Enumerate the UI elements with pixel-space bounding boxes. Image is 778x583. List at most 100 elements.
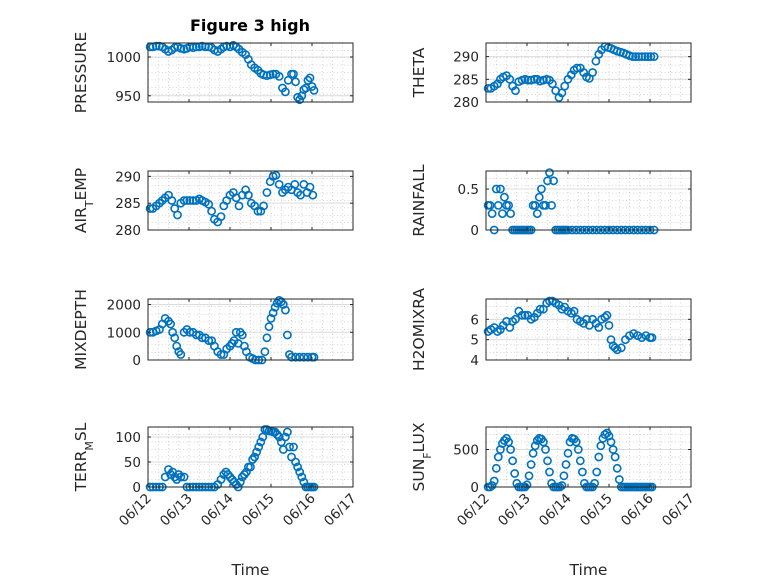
- axes-box: [147, 42, 354, 103]
- data-point: [491, 463, 501, 473]
- y-tick-label: 280: [115, 223, 141, 239]
- data-point: [545, 168, 554, 177]
- data-point: [299, 352, 309, 362]
- data-point: [285, 442, 294, 452]
- data-point: [293, 92, 302, 102]
- y-tick-label: 290: [453, 50, 479, 66]
- data-point: [250, 452, 259, 462]
- data-point: [646, 52, 656, 61]
- data-point: [560, 81, 570, 91]
- data-point: [216, 212, 226, 221]
- data-point: [543, 456, 552, 466]
- data-point: [274, 179, 284, 189]
- data-point: [260, 347, 270, 357]
- data-point: [640, 52, 650, 61]
- data-point: [495, 184, 505, 194]
- data-point: [563, 448, 573, 458]
- data-point: [612, 463, 622, 473]
- y-tick-label: 0: [470, 480, 479, 496]
- y-axis-label: MIXDEPTH: [72, 289, 90, 370]
- data-point: [510, 469, 520, 478]
- data-point: [274, 72, 284, 81]
- data-point: [246, 462, 255, 472]
- data-point: [629, 329, 638, 338]
- data-point: [524, 471, 534, 481]
- y-tick-label: 285: [115, 196, 141, 212]
- data-point: [291, 457, 300, 467]
- data-point: [179, 472, 189, 482]
- data-point: [266, 313, 276, 323]
- data-point: [504, 200, 513, 210]
- y-tick-label: 285: [453, 72, 479, 88]
- data-point: [545, 467, 554, 477]
- data-point: [262, 333, 272, 343]
- data-point: [578, 467, 587, 477]
- y-tick-label: 0: [132, 353, 141, 369]
- y-tick-label: 500: [453, 443, 479, 459]
- data-point: [602, 310, 612, 320]
- data-point: [528, 448, 538, 458]
- data-point: [549, 176, 558, 186]
- y-tick-label: 280: [453, 95, 479, 111]
- data-point: [526, 460, 536, 469]
- data-point: [541, 200, 550, 210]
- data-point: [223, 470, 233, 479]
- data-point: [280, 305, 290, 315]
- data-point: [290, 179, 300, 189]
- data-series: [145, 295, 319, 365]
- subplot-5: 0 1000 2000 MIXDEPTH: [72, 289, 354, 370]
- data-point: [207, 206, 216, 216]
- data-point: [293, 462, 302, 472]
- data-point: [559, 471, 569, 481]
- subplot-1: 950 1000 PRESSURE: [72, 32, 354, 114]
- data-point: [592, 467, 602, 477]
- y-tick-label: 2000: [107, 298, 141, 314]
- data-point: [506, 209, 515, 218]
- axes-box: [147, 426, 354, 488]
- data-point: [299, 85, 309, 94]
- y-tick-label: 6: [470, 312, 479, 328]
- data-point: [596, 441, 606, 451]
- data-point: [532, 209, 542, 218]
- data-point: [252, 447, 261, 457]
- axes-box: [147, 298, 354, 361]
- data-point: [606, 437, 616, 447]
- data-point: [649, 52, 659, 61]
- data-point: [537, 184, 546, 194]
- data-point: [282, 427, 292, 437]
- data-point: [499, 436, 509, 445]
- data-point: [167, 196, 177, 205]
- data-point: [291, 352, 300, 362]
- y-axis-label: THETA: [410, 47, 428, 98]
- data-point: [571, 437, 581, 447]
- y-tick-label: 50: [124, 455, 141, 471]
- subplot-4: 0 0.5 RAINFALL: [410, 164, 692, 239]
- x-axis-label: Time: [231, 561, 270, 579]
- data-point: [168, 327, 177, 337]
- data-point: [612, 345, 622, 355]
- y-axis-label: PRESSURE: [72, 32, 90, 114]
- y-axis-label: RAINFALL: [410, 164, 428, 237]
- data-point: [301, 83, 311, 93]
- data-point: [259, 201, 268, 211]
- subplot-2: 280 285 290 THETA: [410, 42, 692, 111]
- data-point: [254, 442, 264, 452]
- data-point: [272, 430, 282, 439]
- data-point: [309, 352, 319, 362]
- data-point: [600, 312, 610, 322]
- axes-box: [485, 426, 692, 488]
- data-point: [243, 190, 253, 200]
- subplot-6: 4 5 6 H2OMIXRA: [410, 288, 692, 371]
- data-point: [179, 196, 189, 205]
- data-point: [204, 336, 214, 345]
- data-point: [493, 200, 503, 210]
- data-point: [176, 472, 186, 482]
- data-point: [499, 192, 509, 202]
- data-point: [530, 441, 540, 451]
- y-tick-label: 0: [132, 480, 141, 496]
- data-point: [530, 200, 540, 210]
- y-axis-label: AIRTEMP: [72, 168, 96, 233]
- data-point: [289, 69, 298, 79]
- data-point: [572, 63, 582, 73]
- data-point: [289, 442, 298, 452]
